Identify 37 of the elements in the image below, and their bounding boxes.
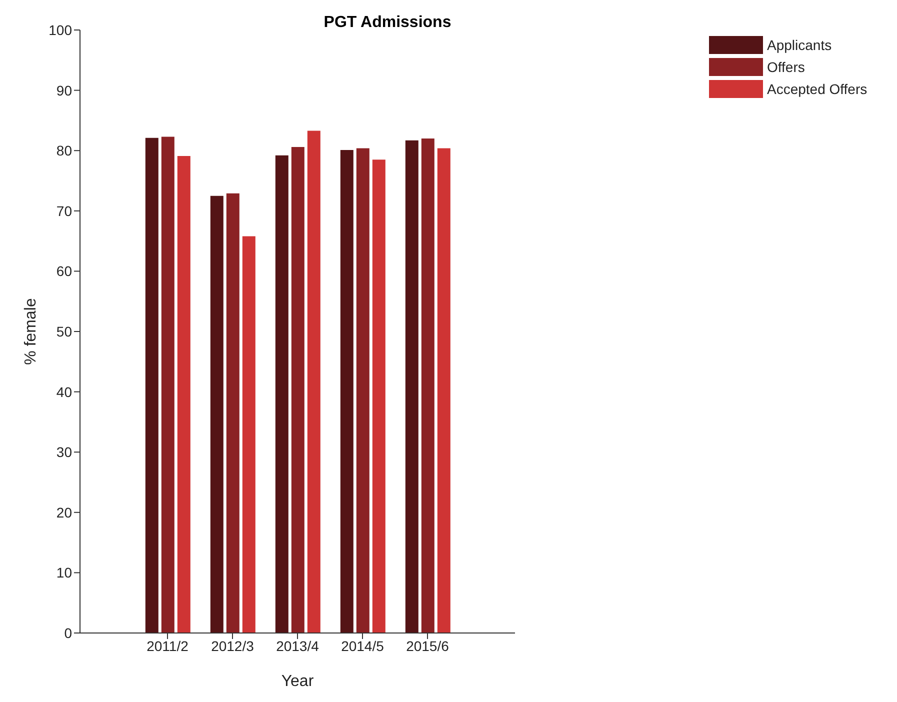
y-tick-label: 20 [56,504,72,520]
y-tick-label: 60 [56,263,72,280]
bar [372,160,386,633]
x-tick-label: 2014/5 [341,638,384,654]
y-tick-label: 0 [64,624,72,641]
y-axis-title: % female [22,298,40,365]
y-tick-label: 10 [56,564,72,581]
bar [275,155,288,633]
bar [242,236,256,633]
bar [145,138,158,633]
y-tick-label: 90 [56,82,72,98]
chart-title: PGT Admissions [322,14,452,32]
bar [307,130,320,633]
bar [421,138,434,633]
y-tick-label: 30 [56,444,72,460]
legend-label: Applicants [767,37,832,53]
y-tick-label: 100 [48,22,72,38]
y-tick-label: 40 [56,384,72,400]
bar [161,136,174,633]
bar [210,196,224,633]
bar [340,150,354,633]
bar [437,148,450,633]
x-axis-title: Year [281,673,314,690]
x-tick-label: 2011/2 [146,638,189,654]
bar [177,156,190,633]
y-tick-label: 80 [56,142,72,159]
bar [405,140,418,633]
legend-label: Offers [767,59,805,75]
x-tick-label: 2013/4 [276,638,320,654]
bar [356,148,370,633]
y-tick-label: 50 [56,323,72,340]
bar [226,193,240,633]
x-tick-label: 2012/3 [211,638,254,654]
legend-label: Accepted Offers [767,81,868,97]
y-tick-label: 70 [56,202,72,219]
x-tick-label: 2015/6 [406,638,450,654]
bar [291,146,304,633]
